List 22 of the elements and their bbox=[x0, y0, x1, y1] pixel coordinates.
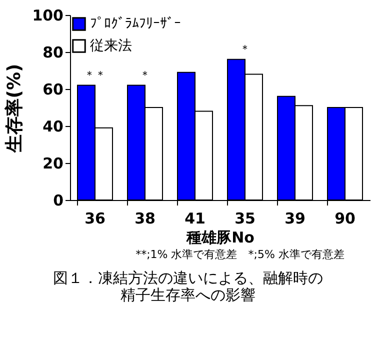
x-tick-label: 38 bbox=[134, 210, 156, 228]
annotation: ＊ bbox=[140, 68, 150, 82]
text: 図１．凍結方法の違いによる、融解時の bbox=[52, 269, 323, 287]
y-tick-label: 20 bbox=[42, 154, 64, 172]
legend-label: 従来法 bbox=[90, 38, 132, 54]
x-tick-label: 90 bbox=[334, 210, 356, 228]
x-tick-label: 36 bbox=[84, 210, 106, 228]
y-tick-label: 40 bbox=[42, 118, 64, 136]
annotation: ＊＊ bbox=[84, 68, 106, 82]
y-tick-label: 60 bbox=[42, 80, 64, 98]
annotation: ＊ bbox=[240, 42, 250, 56]
y-tick-label: 0 bbox=[53, 192, 64, 210]
y-tick-label: 100 bbox=[32, 6, 64, 24]
text: 精子生存率への影響 bbox=[120, 286, 256, 304]
x-tick-label: 39 bbox=[284, 210, 306, 228]
x-axis-title: 種雄豚No bbox=[186, 228, 254, 246]
y-axis-title: 生存率(%) bbox=[4, 64, 26, 154]
y-tick-label: 80 bbox=[42, 44, 64, 62]
text: **;1% 水準で有意差 *;5% 水準で有意差 bbox=[136, 248, 344, 261]
x-tick-label: 35 bbox=[234, 210, 256, 228]
x-tick-label: 41 bbox=[184, 210, 206, 228]
legend-label: ﾌﾟﾛｸﾞﾗﾑﾌﾘｰｻﾞｰ bbox=[90, 16, 181, 32]
